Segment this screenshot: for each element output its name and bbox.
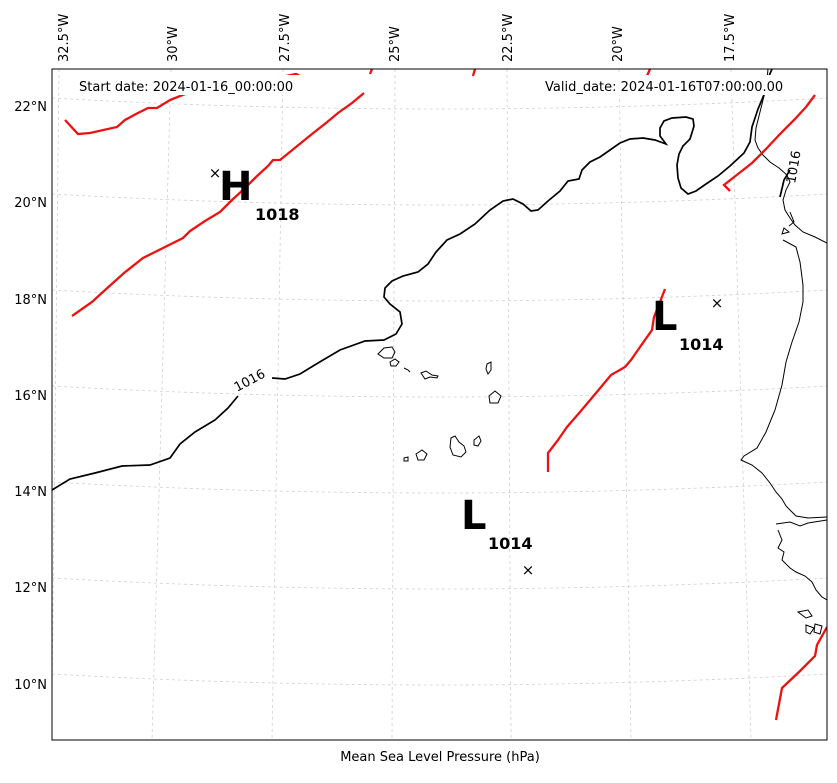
isobars-1016	[52, 69, 791, 491]
map-frame	[51, 68, 828, 741]
meridian-32-5w	[52, 69, 60, 701]
lon-tick-17-5w: 17.5°W	[723, 14, 738, 62]
parallel-20n	[52, 193, 827, 206]
lon-tick-25w: 25°W	[388, 26, 403, 62]
system-center-x: ×	[711, 294, 724, 312]
system-value-1018: 1018	[255, 205, 300, 224]
sao-vicente-island	[389, 358, 400, 367]
lon-tick-32-5w: 32.5°W	[57, 14, 72, 62]
meridian-22-5w	[506, 69, 512, 740]
lat-tick-16n: 16°N	[14, 389, 47, 404]
isobar-label-1016: 1016	[232, 367, 268, 396]
parallel-10n	[52, 673, 827, 686]
header-backdrop-right	[540, 75, 805, 95]
lat-tick-20n: 20°N	[14, 196, 47, 211]
low-marker-1014-south: × L 1014	[461, 493, 534, 579]
system-center-x: ×	[522, 561, 535, 579]
meridian-17-5w	[730, 69, 752, 740]
brava-island	[403, 456, 409, 462]
isobar-red-top	[285, 69, 652, 80]
lon-tick-27-5w: 27.5°W	[278, 14, 293, 62]
meridian-30w	[151, 69, 172, 740]
parallel-16n	[52, 385, 827, 398]
meridian-27-5w	[271, 69, 284, 740]
system-center-x: ×	[209, 164, 222, 182]
lat-tick-10n: 10°N	[14, 678, 47, 693]
valid-date-label: Valid_date: 2024-01-16T07:00:00.00	[545, 80, 783, 95]
lon-tick-30w: 30°W	[166, 26, 181, 62]
isobars-red	[64, 69, 827, 721]
parallel-12n	[52, 577, 827, 590]
lat-tick-14n: 14°N	[14, 485, 47, 500]
gridlines	[52, 69, 827, 740]
lat-tick-22n: 22°N	[14, 100, 47, 115]
isobar-red-northwest	[64, 92, 186, 136]
meridian-20w	[618, 69, 632, 740]
sao-nicolau-island	[420, 370, 439, 380]
lat-tick-18n: 18°N	[14, 293, 47, 308]
header-backdrop-left	[70, 75, 320, 95]
pressure-systems: × H 1018 × L 1014 × L 1014	[209, 164, 724, 579]
isobar-1016-main	[52, 69, 791, 491]
lat-ticks: 22°N 20°N 18°N 16°N 14°N 12°N 10°N	[14, 100, 47, 693]
santiago-island	[449, 435, 467, 458]
parallel-22n	[52, 97, 827, 110]
coastline	[377, 69, 827, 635]
isobar-red-southeast	[774, 626, 827, 721]
system-letter-l: L	[461, 493, 487, 539]
start-date-label: Start date: 2024-01-16_00:00:00	[79, 80, 293, 95]
santo-antao-island	[377, 346, 396, 359]
system-value-1014: 1014	[488, 534, 533, 553]
maio-island	[473, 435, 482, 447]
isobar-red-north	[71, 92, 365, 317]
isobar-red-northeast	[722, 94, 816, 192]
low-marker-1014-east: × L 1014	[652, 294, 724, 354]
santa-luzia-island	[403, 367, 411, 373]
parallel-18n	[52, 289, 827, 302]
meridian-25w	[391, 69, 396, 740]
boa-vista-island	[488, 390, 502, 404]
isobar-label-1016-east: 1016	[784, 149, 805, 184]
africa-coast	[740, 69, 827, 635]
lon-tick-22-5w: 22.5°W	[501, 14, 516, 62]
system-value-1014: 1014	[679, 335, 724, 354]
sal-island	[485, 361, 492, 376]
isobar-red-central	[546, 288, 667, 472]
lon-ticks: 32.5°W 30°W 27.5°W 25°W 22.5°W 20°W 17.5…	[57, 14, 738, 62]
x-axis-label: Mean Sea Level Pressure (hPa)	[340, 750, 540, 765]
lat-tick-12n: 12°N	[14, 581, 47, 596]
system-letter-h: H	[219, 164, 252, 210]
system-letter-l: L	[652, 294, 678, 340]
high-marker-1018: × H 1018	[209, 164, 300, 224]
parallel-14n	[52, 481, 827, 494]
fogo-island	[415, 449, 428, 461]
lon-tick-20w: 20°W	[611, 26, 626, 62]
